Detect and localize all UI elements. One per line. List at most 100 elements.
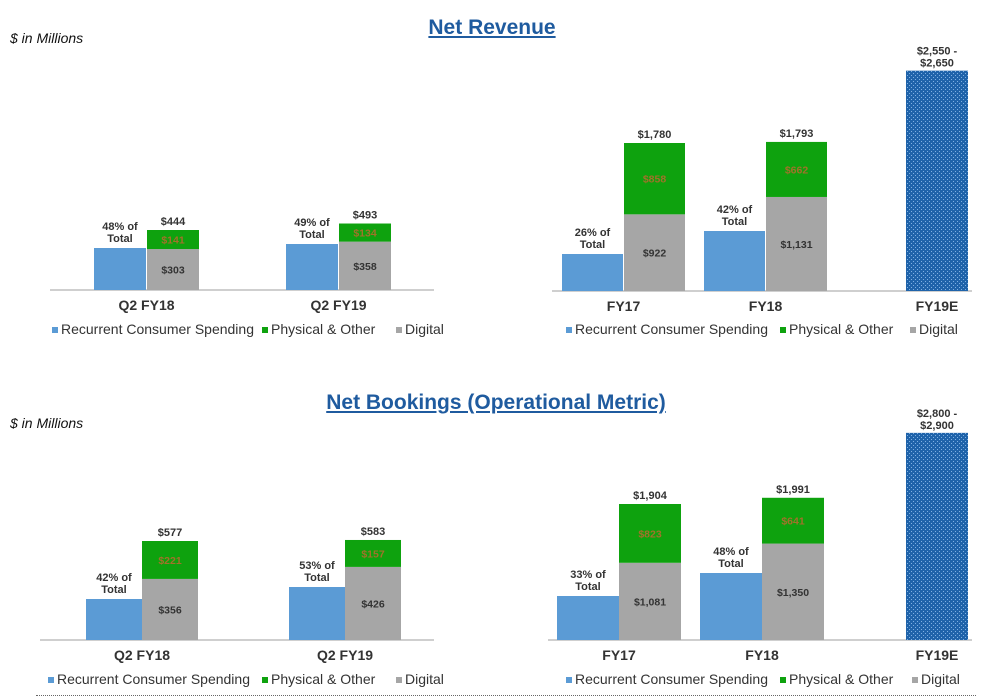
estimate-label: $2,650	[920, 58, 954, 70]
recurrent-label: 42% of	[717, 204, 753, 216]
net-bookings-title: Net Bookings (Operational Metric)	[326, 391, 666, 414]
physical-bar	[624, 143, 685, 215]
physical-value-label: $858	[643, 174, 667, 186]
recurrent-label: Total	[304, 572, 329, 584]
physical-value-label: $823	[638, 528, 662, 540]
physical-value-label: $221	[158, 555, 182, 567]
physical-value-label: $157	[361, 548, 385, 560]
recurrent-label: Total	[107, 233, 132, 245]
total-label: $1,991	[776, 484, 810, 496]
net-revenue-title: Net Revenue	[428, 16, 556, 39]
digital-bar	[766, 196, 827, 291]
legend-item-label: Physical & Other	[271, 321, 376, 337]
digital-bar	[345, 566, 401, 640]
digital-value-label: $922	[643, 248, 667, 260]
category-label: FY19E	[916, 298, 959, 314]
physical-bar	[142, 541, 198, 579]
digital-value-label: $426	[361, 598, 385, 610]
recurrent-bar	[700, 573, 762, 640]
bottom-divider	[36, 695, 976, 696]
physical-bar	[619, 504, 681, 563]
legend-item-label: Digital	[921, 671, 960, 687]
legend-item-label: Recurrent Consumer Spending	[575, 671, 768, 687]
total-label: $1,904	[633, 490, 668, 502]
physical-value-label: $141	[161, 235, 185, 247]
legend-swatch	[396, 327, 402, 333]
digital-bar	[142, 578, 198, 640]
category-label: FY17	[602, 647, 636, 663]
digital-bar	[339, 241, 391, 290]
digital-bar	[624, 214, 685, 291]
recurrent-bar	[86, 599, 142, 640]
legend-item-label: Physical & Other	[789, 321, 894, 337]
recurrent-bar	[704, 231, 765, 291]
recurrent-bar	[286, 244, 338, 290]
legend-item-label: Recurrent Consumer Spending	[575, 321, 768, 337]
recurrent-label: 48% of	[713, 546, 749, 558]
total-label: $493	[353, 210, 377, 222]
legend-item-label: Digital	[919, 321, 958, 337]
digital-value-label: $303	[161, 265, 185, 277]
total-label: $583	[361, 526, 385, 538]
category-label: Q2 FY19	[317, 647, 373, 663]
category-label: Q2 FY19	[310, 297, 366, 313]
recurrent-bar	[557, 596, 619, 640]
category-label: FY18	[749, 298, 783, 314]
recurrent-label: 26% of	[575, 227, 611, 239]
recurrent-label: Total	[299, 229, 324, 241]
recurrent-label: 42% of	[96, 572, 132, 584]
legend-item-label: Recurrent Consumer Spending	[57, 671, 250, 687]
digital-bar	[619, 562, 681, 640]
physical-bar	[766, 141, 827, 197]
recurrent-bar	[562, 254, 623, 291]
recurrent-label: 33% of	[570, 569, 606, 581]
recurrent-bar	[289, 587, 345, 640]
estimate-bar	[906, 70, 968, 291]
estimate-bar	[906, 432, 968, 640]
category-label: Q2 FY18	[114, 647, 170, 663]
physical-bar	[762, 497, 824, 544]
legend-swatch	[780, 677, 786, 683]
digital-value-label: $1,350	[777, 587, 809, 599]
legend-item-label: Recurrent Consumer Spending	[61, 321, 254, 337]
net-revenue-units: $ in Millions	[10, 30, 84, 46]
recurrent-label: Total	[580, 239, 605, 251]
category-label: FY18	[745, 647, 779, 663]
total-label: $444	[161, 216, 186, 228]
physical-value-label: $662	[785, 164, 809, 176]
legend-swatch	[566, 327, 572, 333]
total-label: $1,780	[638, 129, 672, 141]
recurrent-label: 48% of	[102, 221, 138, 233]
recurrent-bar	[94, 248, 146, 290]
category-label: FY19E	[916, 647, 959, 663]
digital-value-label: $356	[158, 604, 182, 616]
recurrent-label: 53% of	[299, 560, 335, 572]
legend-item-label: Physical & Other	[789, 671, 894, 687]
digital-value-label: $1,081	[634, 596, 666, 608]
estimate-label: $2,800 -	[917, 408, 958, 420]
total-label: $1,793	[780, 128, 814, 140]
digital-bar	[762, 543, 824, 640]
digital-value-label: $1,131	[780, 239, 812, 251]
category-label: Q2 FY18	[118, 297, 174, 313]
physical-bar	[147, 230, 199, 250]
digital-bar	[147, 249, 199, 290]
recurrent-label: Total	[575, 581, 600, 593]
physical-bar	[339, 223, 391, 242]
legend-item-label: Digital	[405, 321, 444, 337]
total-label: $577	[158, 527, 182, 539]
digital-value-label: $358	[353, 261, 377, 273]
legend-item-label: Physical & Other	[271, 671, 376, 687]
recurrent-label: Total	[722, 216, 747, 228]
legend-swatch	[52, 327, 58, 333]
legend-swatch	[566, 677, 572, 683]
physical-value-label: $641	[781, 516, 805, 528]
legend-swatch	[48, 677, 54, 683]
legend-swatch	[780, 327, 786, 333]
legend-item-label: Digital	[405, 671, 444, 687]
recurrent-label: Total	[101, 584, 126, 596]
estimate-label: $2,550 -	[917, 46, 958, 58]
legend-swatch	[910, 327, 916, 333]
legend-swatch	[262, 677, 268, 683]
